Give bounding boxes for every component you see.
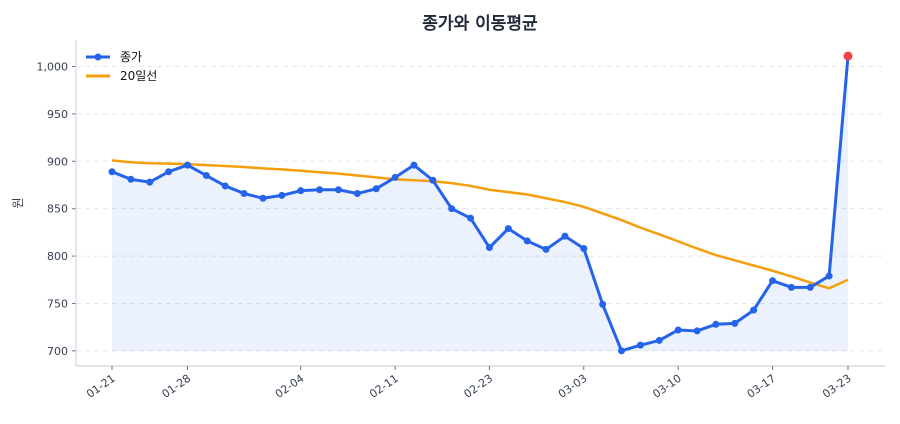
close-point	[353, 190, 361, 198]
close-markers	[108, 51, 853, 355]
x-tick-label: 03-23	[820, 372, 854, 401]
y-tick-label: 850	[47, 203, 68, 216]
close-fill-area	[112, 56, 848, 351]
close-point	[278, 191, 286, 199]
close-point	[221, 182, 229, 190]
close-point	[391, 173, 399, 181]
legend-close-marker	[94, 53, 102, 61]
close-point	[542, 245, 550, 253]
last-close-point	[843, 51, 853, 61]
close-point	[712, 320, 720, 328]
y-tick-label: 900	[47, 155, 68, 168]
close-point	[240, 190, 248, 198]
legend-close-label: 종가	[120, 50, 142, 64]
x-tick-label: 01-21	[84, 372, 118, 401]
close-point	[693, 327, 701, 335]
close-point	[202, 172, 210, 180]
x-tick-label: 03-10	[650, 372, 684, 401]
close-point	[316, 186, 324, 194]
close-point	[485, 244, 493, 252]
close-point	[825, 272, 833, 280]
close-point	[372, 185, 380, 193]
y-tick-label: 1,000	[37, 61, 69, 74]
y-tick-label: 750	[47, 297, 68, 310]
close-point	[297, 187, 305, 195]
x-tick-label: 03-17	[745, 372, 779, 401]
close-point	[429, 176, 437, 184]
y-tick-label: 700	[47, 345, 68, 358]
chart-title: 종가와 이동평균	[422, 14, 538, 34]
close-point	[769, 277, 777, 285]
close-point	[787, 283, 795, 291]
close-point	[806, 283, 814, 291]
x-tick-label: 03-03	[556, 372, 590, 401]
y-tick-label: 950	[47, 108, 68, 121]
x-tick-label: 02-23	[462, 372, 496, 401]
close-point	[165, 168, 173, 176]
close-point	[599, 300, 607, 308]
close-point	[523, 237, 531, 245]
close-point	[674, 326, 682, 334]
close-point	[183, 161, 191, 169]
close-point	[334, 186, 342, 194]
ma20-line	[111, 159, 849, 290]
x-tick-label: 01-28	[160, 372, 194, 401]
close-point	[448, 205, 456, 213]
series-lines	[111, 55, 850, 353]
close-point	[504, 225, 512, 233]
close-point	[655, 336, 663, 344]
close-point	[127, 175, 135, 183]
y-axis-label: 원	[11, 197, 25, 208]
close-area	[112, 56, 848, 351]
close-point	[259, 194, 267, 202]
close-point	[410, 161, 418, 169]
close-line	[111, 55, 850, 353]
x-tick-label: 02-11	[367, 372, 401, 401]
legend: 종가 20일선	[86, 50, 157, 83]
close-point	[467, 214, 475, 222]
close-point	[146, 178, 154, 186]
close-point	[731, 319, 739, 327]
x-tick-label: 02-04	[273, 372, 307, 401]
legend-ma20-label: 20일선	[120, 69, 157, 83]
close-point	[636, 341, 644, 349]
close-point	[561, 232, 569, 240]
close-point	[750, 306, 758, 314]
close-point	[618, 347, 626, 355]
y-tick-label: 800	[47, 250, 68, 263]
close-point	[108, 168, 116, 176]
close-point	[580, 244, 588, 252]
